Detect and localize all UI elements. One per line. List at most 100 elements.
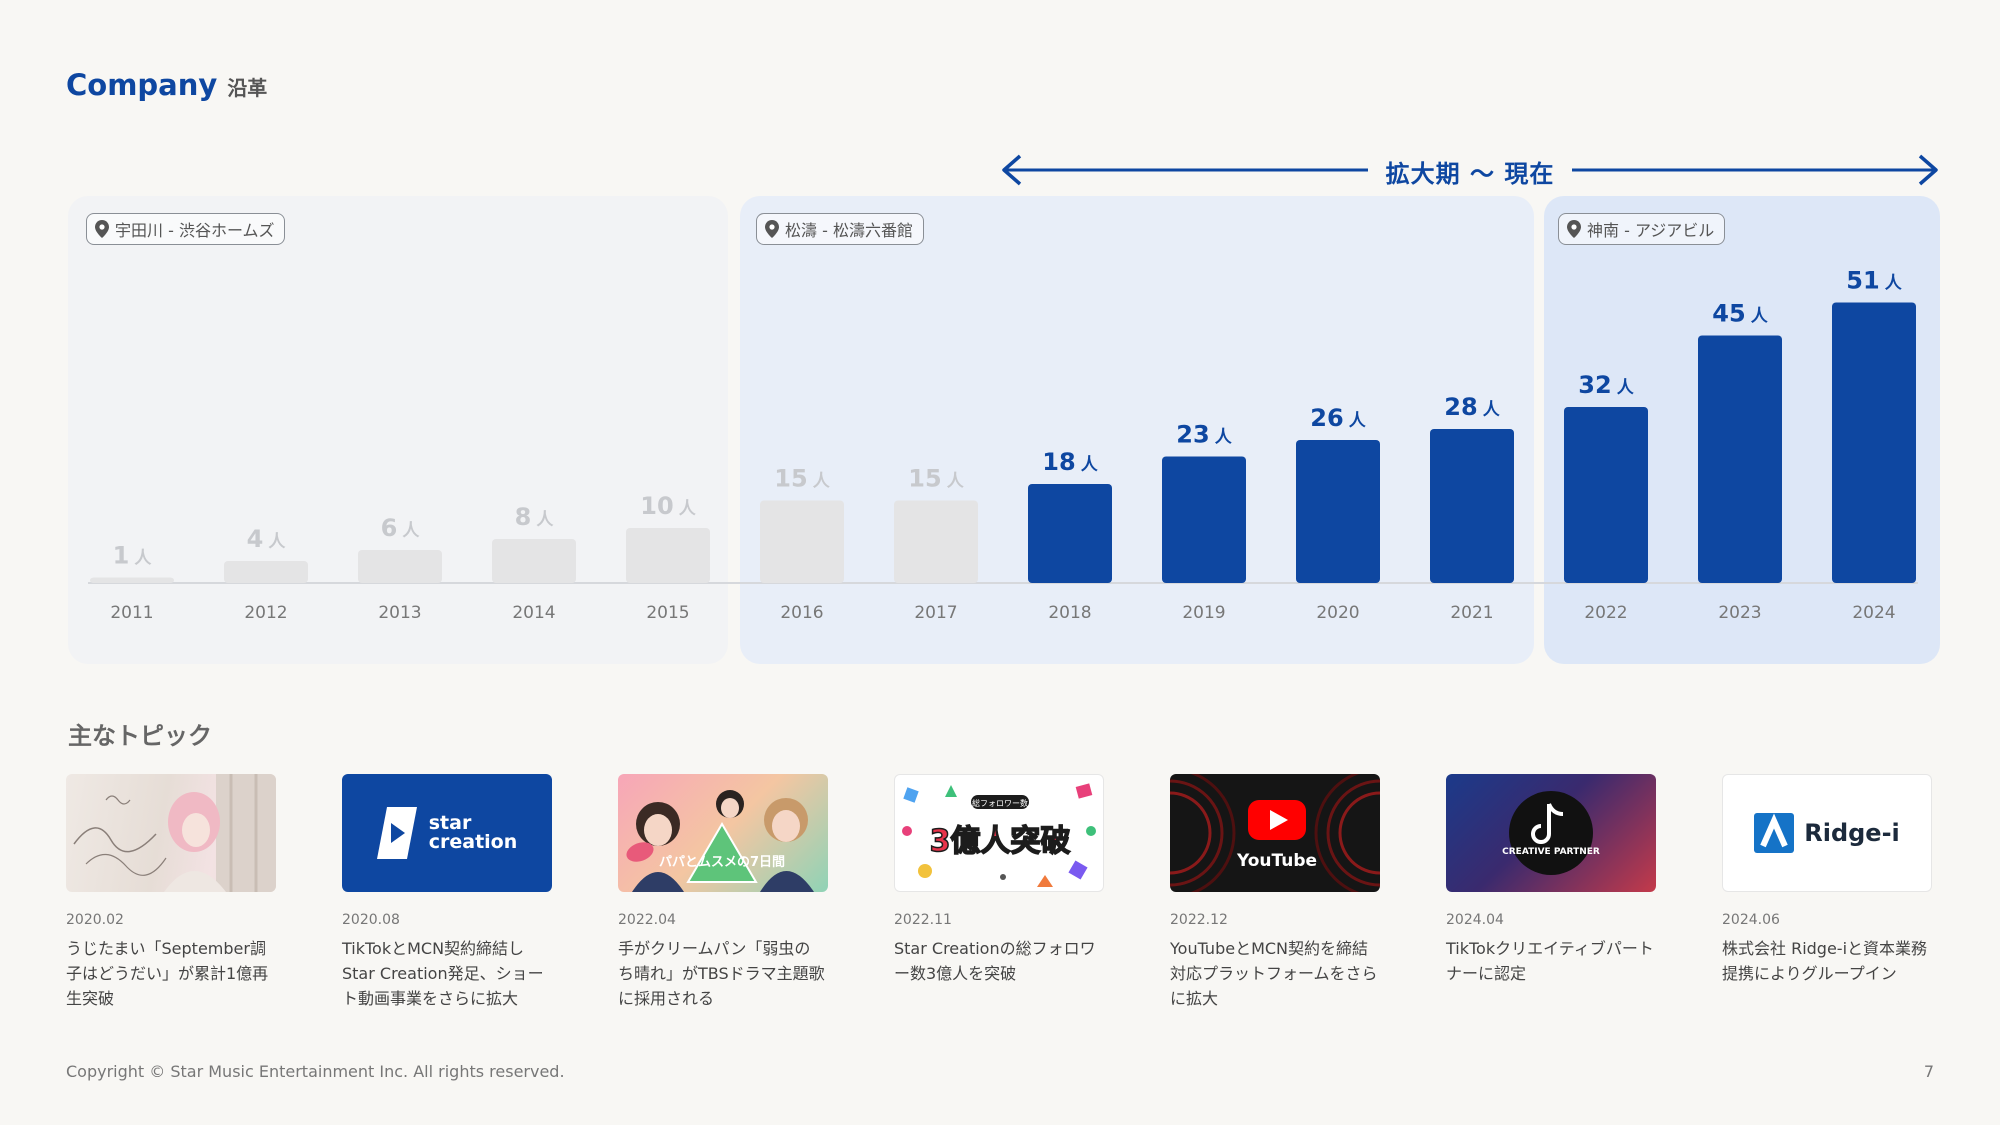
topic-text: TikTokクリエイティブパートナーに認定 bbox=[1446, 939, 1654, 983]
banner-text: 3億人突破 bbox=[930, 824, 1071, 859]
period-label: 拡大期 〜 現在 bbox=[1367, 160, 1573, 188]
bar-2016 bbox=[760, 500, 844, 583]
topic-card[interactable]: star creation 2020.08 TikTokとMCN契約締結しSta… bbox=[342, 774, 552, 1011]
topic-image-ridge-i: Ridge-i bbox=[1722, 774, 1932, 892]
bar-2018 bbox=[1028, 484, 1112, 583]
x-tick-2023: 2023 bbox=[1718, 603, 1761, 623]
topic-date: 2022.11 bbox=[894, 912, 952, 928]
topic-image-drama-poster: パパとムスメの7日間 bbox=[618, 774, 828, 892]
location-tag-udagawa: 宇田川 - 渋谷ホームズ bbox=[86, 213, 286, 245]
x-tick-2016: 2016 bbox=[780, 603, 823, 623]
bar-2015 bbox=[626, 528, 710, 583]
topics-title: 主なトピック bbox=[68, 722, 212, 750]
data-label-2023: 45 人 bbox=[1712, 300, 1768, 328]
ridge-i-logo-icon bbox=[1754, 813, 1795, 853]
x-tick-2020: 2020 bbox=[1316, 603, 1359, 623]
topic-card[interactable]: 2020.02 うじたまい「September調子はどうだい」が累計1億再生突破 bbox=[66, 774, 276, 1011]
topic-date: 2022.12 bbox=[1170, 912, 1228, 928]
topic-image-youtube: YouTube bbox=[1170, 774, 1380, 892]
bar-2021 bbox=[1430, 429, 1514, 583]
location-label: 松濤 - 松濤六番館 bbox=[785, 221, 913, 240]
x-tick-2022: 2022 bbox=[1584, 603, 1627, 623]
topic-date: 2024.06 bbox=[1722, 912, 1780, 928]
youtube-logo-text: YouTube bbox=[1236, 851, 1317, 871]
bar-2022 bbox=[1564, 407, 1648, 583]
data-label-2017: 15 人 bbox=[908, 465, 964, 493]
x-tick-2013: 2013 bbox=[378, 603, 421, 623]
copyright: Copyright © Star Music Entertainment Inc… bbox=[66, 1062, 565, 1081]
topic-image-september bbox=[66, 774, 276, 892]
topic-text: 株式会社 Ridge-iと資本業務提携によりグループイン bbox=[1722, 939, 1928, 983]
location-tag-shoto: 松濤 - 松濤六番館 bbox=[756, 213, 924, 245]
data-label-2016: 15 人 bbox=[774, 465, 830, 493]
data-label-2020: 26 人 bbox=[1310, 404, 1366, 432]
topic-text: YouTubeとMCN契約を締結 対応プラットフォームをさらに拡大 bbox=[1170, 939, 1378, 1008]
bar-2012 bbox=[224, 561, 308, 583]
map-pin-icon bbox=[765, 220, 779, 238]
topic-date: 2024.04 bbox=[1446, 912, 1504, 928]
data-label-2018: 18 人 bbox=[1042, 448, 1098, 476]
x-tick-2014: 2014 bbox=[512, 603, 555, 623]
x-tick-2012: 2012 bbox=[244, 603, 287, 623]
location-tag-jinnan: 神南 - アジアビル bbox=[1558, 213, 1726, 245]
partner-badge-text: CREATIVE PARTNER bbox=[1502, 847, 1600, 857]
topic-text: TikTokとMCN契約締結しStar Creation発足、ショート動画事業を… bbox=[342, 939, 544, 1008]
poster-text: パパとムスメの7日間 bbox=[659, 855, 785, 870]
topic-text: うじたまい「September調子はどうだい」が累計1億再生突破 bbox=[66, 939, 269, 1008]
bar-2024 bbox=[1832, 302, 1916, 583]
topic-card[interactable]: YouTube 2022.12 YouTubeとMCN契約を締結 対応プラットフ… bbox=[1170, 774, 1380, 1011]
topic-card[interactable]: 総フォロワー数 3億人突破 2022.11 Star Creationの総フォロ… bbox=[894, 774, 1104, 986]
topic-date: 2022.04 bbox=[618, 912, 676, 928]
bar-2014 bbox=[492, 539, 576, 583]
map-pin-icon bbox=[1567, 220, 1581, 238]
page-number: 7 bbox=[1923, 1062, 1934, 1081]
topic-image-star-creation: star creation bbox=[342, 774, 552, 892]
bar-2019 bbox=[1162, 456, 1246, 583]
headcount-bar-chart: 1 人 2011 4 人 2012 6 人 2013 8 人 2014 10 人 2015 15 人 2016 15… bbox=[88, 267, 1918, 623]
x-tick-2021: 2021 bbox=[1450, 603, 1493, 623]
topic-card[interactable]: Ridge-i 2024.06 株式会社 Ridge-iと資本業務提携によりグル… bbox=[1722, 774, 1932, 986]
x-tick-2011: 2011 bbox=[110, 603, 153, 623]
logo-text-line-1: star bbox=[428, 812, 472, 834]
location-label: 宇田川 - 渋谷ホームズ bbox=[115, 221, 275, 240]
topic-card[interactable]: CREATIVE PARTNER 2024.04 TikTokクリエイティブパー… bbox=[1446, 774, 1656, 986]
bar-2011 bbox=[90, 577, 174, 583]
banner-subtitle: 総フォロワー数 bbox=[972, 798, 1028, 808]
title-en: Company bbox=[66, 68, 218, 102]
tiktok-note-icon bbox=[1531, 804, 1551, 844]
page-title: Company 沿革 bbox=[66, 68, 267, 102]
period-panel-udagawa bbox=[68, 196, 728, 664]
data-label-2022: 32 人 bbox=[1578, 371, 1634, 399]
x-tick-2019: 2019 bbox=[1182, 603, 1225, 623]
bar-2017 bbox=[894, 500, 978, 583]
x-tick-2018: 2018 bbox=[1048, 603, 1091, 623]
map-pin-icon bbox=[95, 220, 109, 238]
expansion-period-arrow: 拡大期 〜 現在 bbox=[1000, 150, 1940, 190]
topic-image-tiktok-partner: CREATIVE PARTNER bbox=[1446, 774, 1656, 892]
topic-text: 手がクリームパン「弱虫の ち晴れ」がTBSドラマ主題歌に採用される bbox=[618, 939, 825, 1008]
period-panel-shoto bbox=[740, 196, 1534, 664]
x-tick-2015: 2015 bbox=[646, 603, 689, 623]
location-label: 神南 - アジアビル bbox=[1587, 221, 1715, 240]
logo-text-line-2: creation bbox=[428, 831, 518, 853]
bar-2013 bbox=[358, 550, 442, 583]
x-tick-2024: 2024 bbox=[1852, 603, 1895, 623]
data-label-2015: 10 人 bbox=[640, 492, 696, 520]
star-creation-logo-icon bbox=[376, 807, 417, 859]
topic-image-followers-banner: 総フォロワー数 3億人突破 bbox=[894, 774, 1104, 892]
data-label-2019: 23 人 bbox=[1176, 421, 1232, 449]
data-label-2024: 51 人 bbox=[1846, 267, 1902, 295]
topic-card[interactable]: パパとムスメの7日間 2022.04 手がクリームパン「弱虫の ち晴れ」がTBS… bbox=[618, 774, 828, 1011]
title-jp: 沿革 bbox=[227, 76, 268, 100]
topic-text: Star Creationの総フォロワー数3億人を突破 bbox=[894, 939, 1096, 983]
ridge-i-logo-text: Ridge-i bbox=[1804, 819, 1900, 847]
x-tick-2017: 2017 bbox=[914, 603, 957, 623]
topic-date: 2020.08 bbox=[342, 912, 400, 928]
topic-date: 2020.02 bbox=[66, 912, 124, 928]
bar-2020 bbox=[1296, 440, 1380, 583]
data-label-2021: 28 人 bbox=[1444, 393, 1500, 421]
